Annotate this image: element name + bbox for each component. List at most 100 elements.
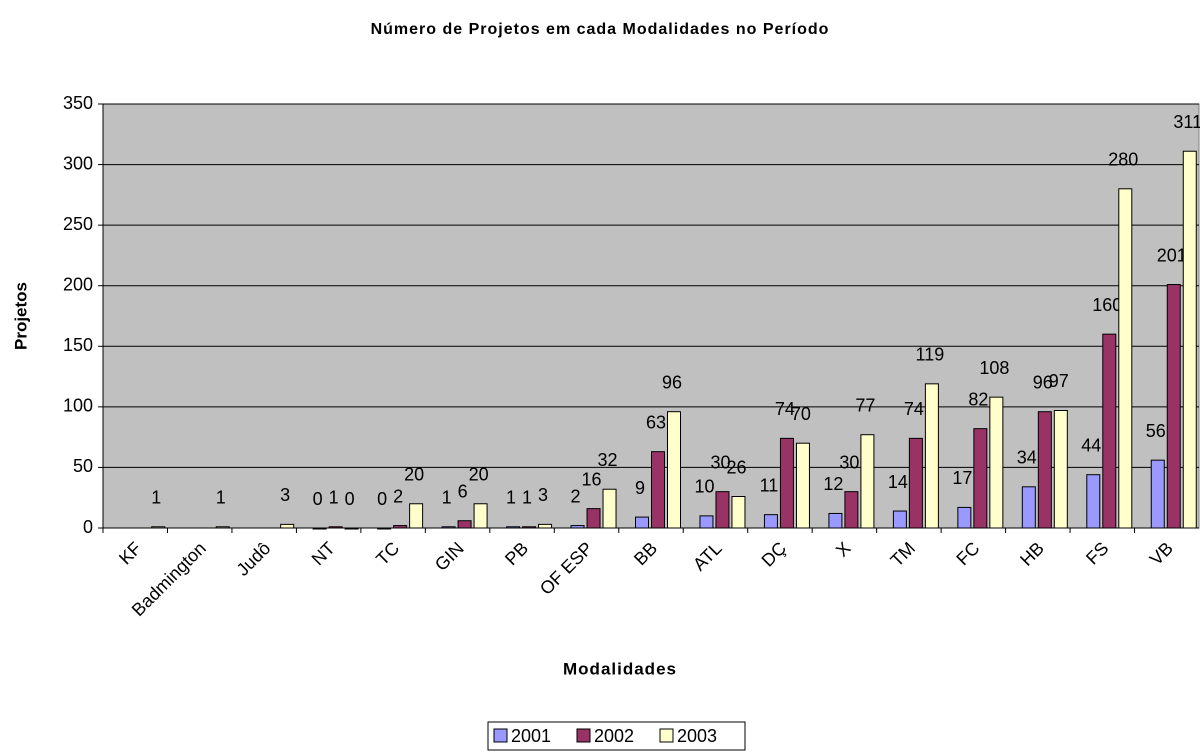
bar: [1102, 333, 1117, 529]
chart-title: Número de Projetos em cada Modalidades n…: [371, 21, 830, 38]
bar: [1037, 411, 1052, 529]
bar: [393, 525, 408, 529]
bar: [1166, 284, 1181, 529]
y-tick-label: 350: [63, 93, 93, 113]
data-label: 1: [151, 488, 161, 508]
data-label: 44: [1081, 435, 1101, 455]
data-label: 70: [791, 404, 811, 424]
y-tick-label: 150: [63, 335, 93, 355]
bar: [667, 411, 681, 529]
bar: [377, 527, 392, 530]
data-label: 74: [775, 399, 795, 419]
bar: [328, 526, 343, 529]
x-tick-label: BB: [630, 538, 661, 569]
x-tick-label: ATL: [689, 538, 726, 575]
data-label: 30: [710, 452, 730, 472]
data-label: 1: [522, 488, 532, 508]
data-label: 108: [979, 358, 1009, 378]
bar: [215, 526, 230, 529]
data-label: 1: [329, 488, 339, 508]
legend-label: 2002: [594, 726, 634, 746]
data-label: 1: [506, 488, 516, 508]
bar: [957, 506, 972, 529]
x-tick-label: PB: [501, 538, 532, 569]
bar: [989, 396, 1004, 529]
x-tick-label: TM: [887, 538, 920, 571]
bar: [763, 514, 778, 529]
bar: [1021, 486, 1036, 529]
bar: [473, 503, 488, 529]
data-label: 14: [888, 472, 908, 492]
x-axis-label: Modalidades: [563, 659, 677, 678]
y-tick-label: 0: [83, 517, 93, 537]
bar: [715, 491, 730, 529]
data-label: 74: [904, 399, 924, 419]
data-label: 20: [404, 465, 424, 485]
legend-swatch: [576, 728, 591, 743]
data-label: 16: [582, 469, 602, 489]
data-label: 2: [393, 486, 403, 506]
bar: [699, 515, 714, 529]
data-label: 97: [1049, 371, 1069, 391]
bar: [457, 520, 472, 529]
data-label: 56: [1146, 421, 1166, 441]
bar: [602, 488, 617, 529]
bar: [892, 510, 907, 529]
bar: [924, 383, 939, 529]
bar: [635, 516, 649, 529]
data-label: 12: [823, 474, 843, 494]
x-tick-label: X: [832, 538, 855, 561]
data-label: 1: [216, 488, 226, 508]
legend-swatch: [493, 728, 508, 743]
x-tick-label: NT: [308, 538, 339, 569]
data-label: 280: [1108, 150, 1138, 170]
y-tick-label: 250: [63, 214, 93, 234]
data-label: 2: [571, 486, 581, 506]
x-tick-label: VB: [1146, 538, 1177, 569]
data-label: 82: [968, 389, 988, 409]
data-label: 311: [1173, 112, 1200, 132]
data-label: 26: [726, 457, 746, 477]
x-tick-label: DÇ: [758, 538, 791, 571]
y-tick-label: 100: [63, 396, 93, 416]
data-label: 6: [458, 481, 468, 501]
bar: [1182, 150, 1197, 529]
bar: [570, 525, 585, 529]
legend-label: 2003: [677, 726, 717, 746]
bar: [828, 512, 843, 529]
bar: [651, 451, 665, 529]
x-tick-label: KF: [115, 538, 145, 568]
y-tick-label: 200: [63, 274, 93, 294]
data-label: 0: [345, 489, 355, 509]
bar: [280, 523, 295, 529]
x-tick-label: HB: [1016, 538, 1048, 570]
legend-swatch: [659, 728, 674, 743]
y-axis-label: Projetos: [11, 282, 30, 350]
data-label: 96: [1033, 372, 1053, 392]
x-tick-label: OF ESP: [536, 538, 597, 599]
x-tick-label: GIN: [431, 538, 468, 575]
x-tick-label: Judô: [233, 538, 275, 580]
bar: [973, 428, 988, 529]
x-tick-label: TC: [372, 538, 403, 569]
data-label: 63: [646, 412, 666, 432]
data-label: 119: [916, 345, 945, 365]
bar: [844, 491, 859, 529]
data-label: 34: [1017, 448, 1037, 468]
bar: [344, 527, 359, 530]
data-label: 11: [760, 475, 779, 495]
data-label: 201: [1157, 245, 1187, 265]
bar: [908, 437, 923, 529]
legend-label: 2001: [511, 726, 551, 746]
bar: [860, 434, 875, 529]
bar: [409, 503, 424, 529]
bar: [522, 526, 537, 529]
x-tick-label: FC: [952, 538, 983, 569]
data-label: 0: [313, 489, 323, 509]
data-label: 10: [694, 477, 714, 497]
bar: [506, 526, 521, 529]
bar: [538, 523, 553, 529]
bar: [1118, 188, 1133, 529]
data-label: 96: [662, 372, 682, 392]
